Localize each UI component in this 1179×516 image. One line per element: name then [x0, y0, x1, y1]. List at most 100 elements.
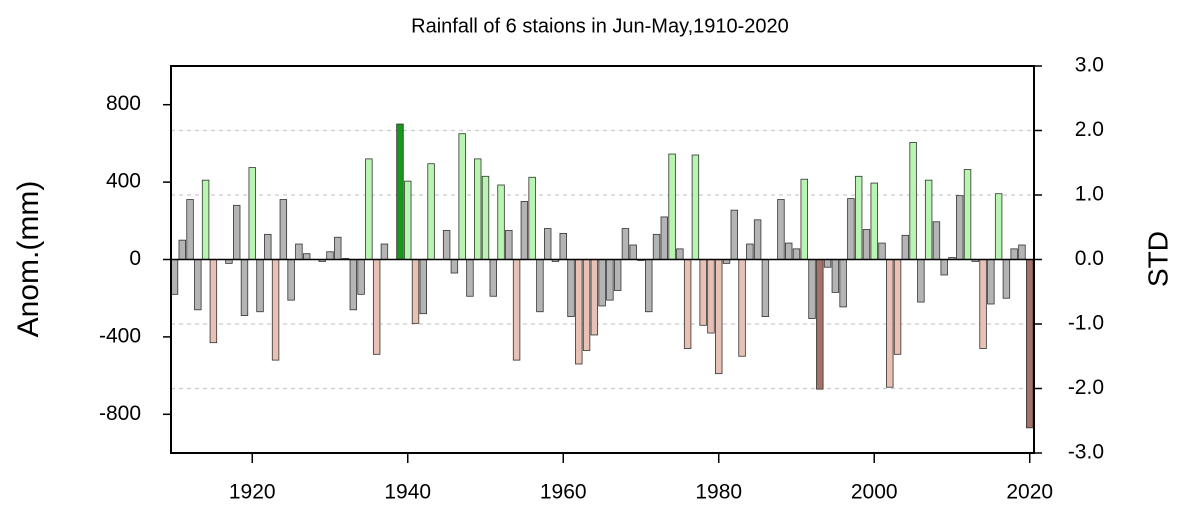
bar [979, 259, 987, 349]
bar [621, 228, 630, 260]
bar [349, 259, 358, 311]
bar [761, 259, 770, 317]
chart-title: Rainfall of 6 staions in Jun-May,1910-20… [411, 15, 789, 37]
y-tick-label: 0 [129, 247, 141, 270]
bar [792, 248, 801, 260]
bar [240, 259, 249, 317]
bar [512, 259, 521, 361]
bar [660, 216, 669, 260]
bar [987, 259, 995, 305]
bar [847, 198, 855, 260]
bar [816, 259, 824, 390]
bar [271, 259, 280, 361]
y2-axis-label: STD [1142, 231, 1173, 287]
bar [489, 259, 497, 297]
bar [878, 242, 886, 260]
bar [411, 259, 420, 324]
bar [668, 153, 676, 260]
bar [279, 199, 288, 260]
bar [909, 142, 917, 260]
bar [901, 234, 910, 260]
bar [458, 133, 466, 260]
bar [427, 163, 435, 260]
bar [582, 259, 591, 351]
bar [543, 228, 552, 260]
bar [232, 204, 241, 260]
x-tick-label: 1920 [229, 481, 276, 504]
bar [559, 232, 567, 260]
bar [652, 233, 661, 260]
bar [474, 158, 482, 260]
y2-tick-label: 1.0 [1075, 183, 1104, 206]
bar [746, 243, 754, 260]
bar [715, 259, 723, 375]
bar [738, 259, 746, 357]
y-tick-label: 400 [106, 170, 141, 193]
bar [575, 259, 583, 365]
bar [917, 259, 925, 303]
bar [823, 259, 832, 268]
bar [481, 175, 490, 260]
bar [536, 259, 544, 313]
y2-tick-label: 3.0 [1075, 54, 1104, 77]
bar [178, 239, 186, 260]
bar [302, 253, 311, 260]
bar [994, 193, 1003, 260]
bar [520, 201, 529, 260]
bar [442, 230, 451, 260]
bar [209, 259, 218, 344]
bar [380, 243, 389, 260]
x-tick-label: 1960 [540, 481, 587, 504]
bar [862, 229, 871, 260]
bar [365, 158, 373, 260]
y2-tick-label: 0.0 [1075, 247, 1104, 270]
bar [567, 259, 575, 317]
bar [466, 259, 474, 297]
y-axis-label: Anom.(mm) [12, 181, 45, 338]
bar [598, 259, 606, 307]
x-tick-label: 1980 [695, 481, 742, 504]
bar [419, 259, 427, 315]
y2-tick-label: -1.0 [1068, 312, 1104, 335]
bar [1026, 259, 1034, 429]
bar [590, 259, 599, 336]
bar [287, 259, 295, 301]
bar [450, 259, 459, 274]
bar [707, 259, 715, 334]
bar [326, 251, 334, 260]
bar [800, 178, 808, 260]
bar [808, 259, 816, 319]
bar [372, 259, 381, 355]
x-tick-label: 1940 [384, 481, 431, 504]
bar [839, 259, 847, 308]
bar [295, 243, 303, 260]
bar [956, 195, 964, 260]
bar [170, 259, 179, 295]
y-tick-label: -400 [99, 324, 141, 347]
bar [1002, 259, 1011, 299]
y2-tick-label: 2.0 [1075, 118, 1104, 141]
bar [645, 259, 653, 313]
bar [753, 219, 762, 260]
x-tick-label: 2020 [1006, 481, 1053, 504]
bar [886, 259, 894, 388]
bar [357, 259, 365, 295]
bar [785, 242, 793, 260]
y-tick-label: 800 [106, 92, 141, 115]
bar [691, 154, 700, 260]
bar [963, 169, 972, 260]
bar [264, 233, 272, 260]
bar [893, 259, 902, 355]
bar [248, 167, 256, 260]
bar [497, 184, 505, 260]
bar [924, 179, 933, 260]
bar [201, 179, 210, 260]
bar [831, 259, 840, 293]
y2-tick-label: -2.0 [1068, 376, 1104, 399]
bar [730, 209, 738, 260]
bar [683, 259, 692, 349]
bar [777, 199, 785, 260]
bar [699, 259, 707, 326]
bar [1018, 244, 1026, 260]
